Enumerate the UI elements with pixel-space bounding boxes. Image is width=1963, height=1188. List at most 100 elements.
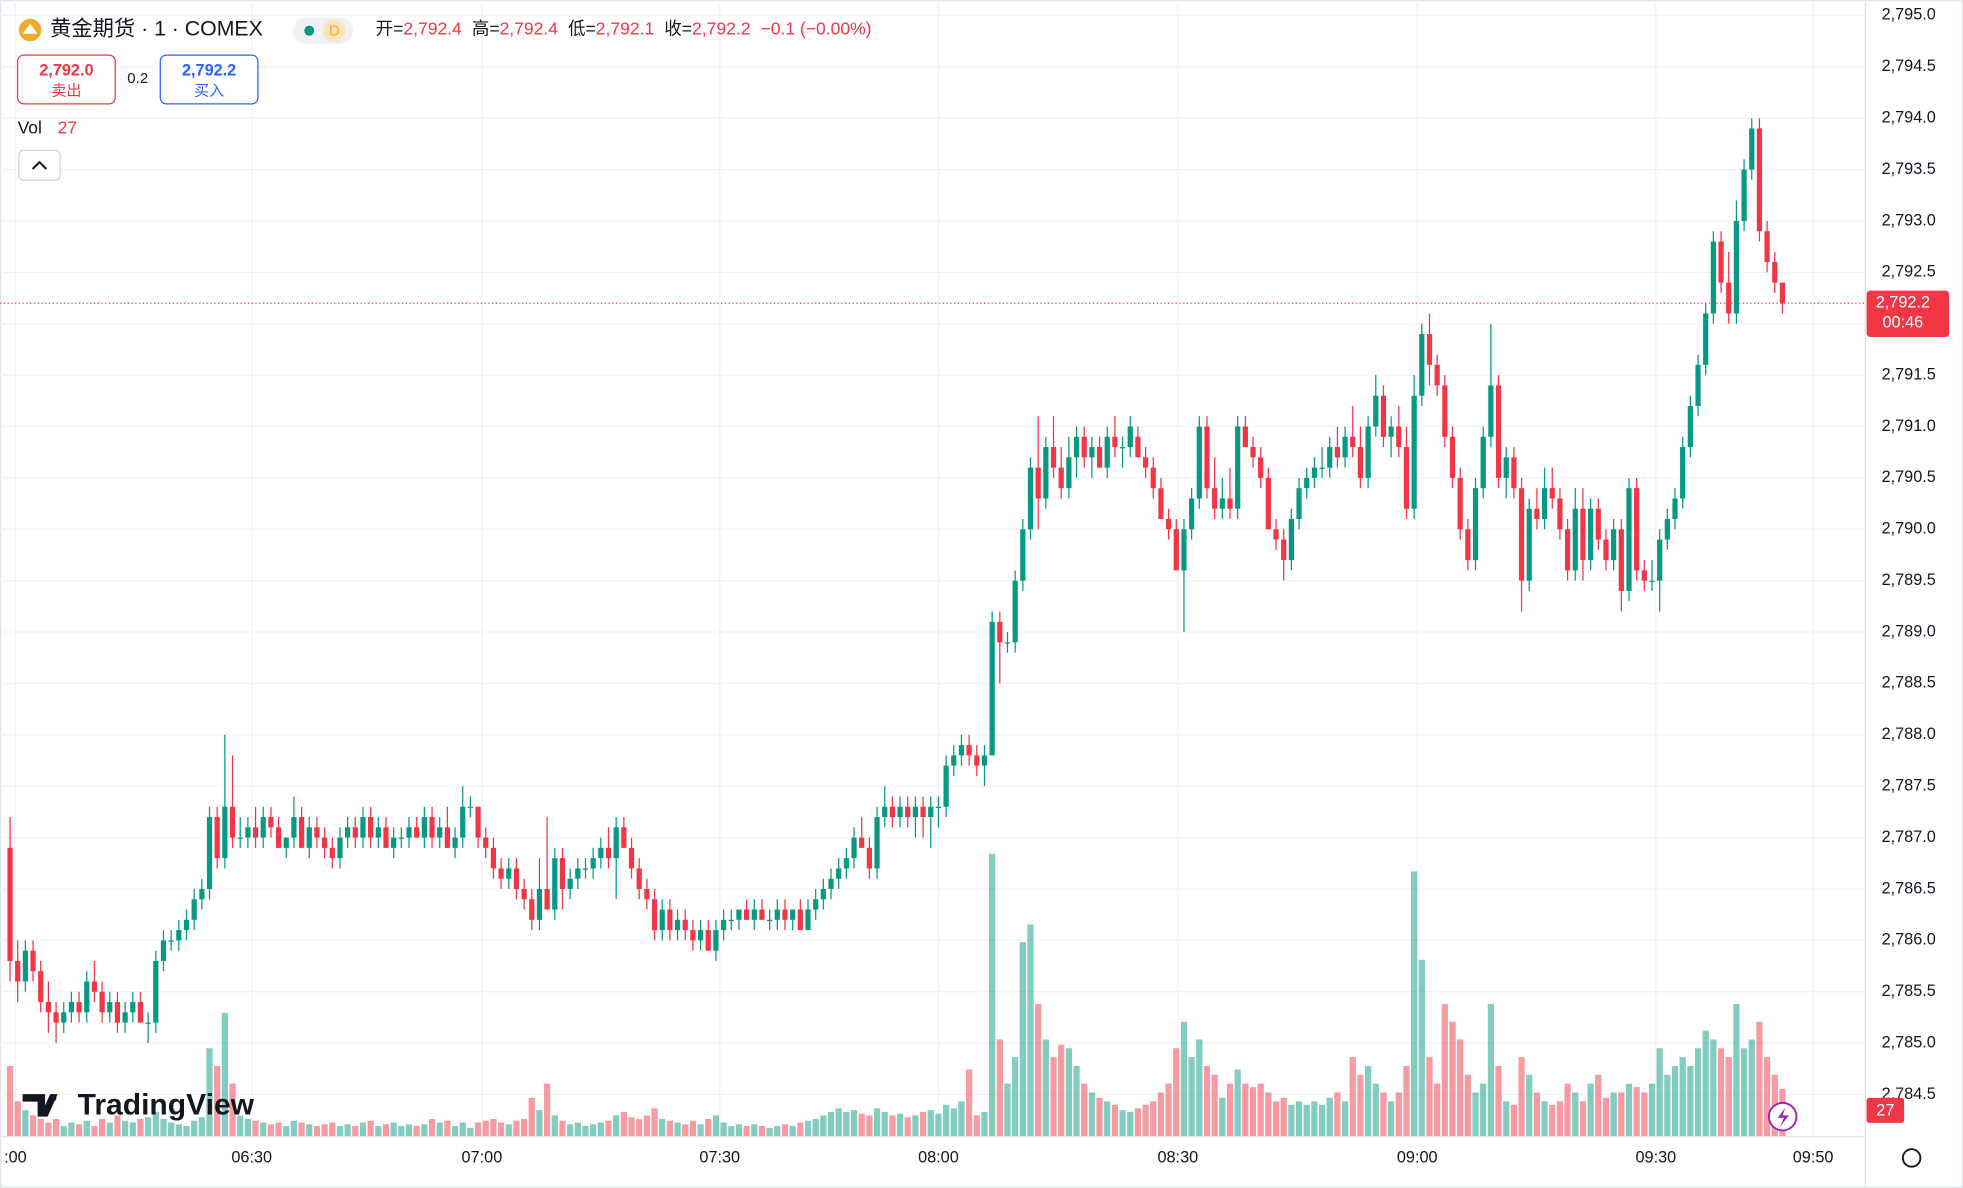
candle-body — [1380, 395, 1387, 437]
volume-bar — [973, 1115, 980, 1137]
candle-body — [1388, 426, 1394, 437]
candle-body — [1626, 488, 1632, 591]
volume-bar — [866, 1115, 873, 1137]
candle-body — [1526, 508, 1532, 581]
volume-bar — [1572, 1092, 1579, 1137]
volume-bar — [405, 1124, 413, 1137]
volume-bar — [835, 1108, 842, 1137]
candle-body — [774, 909, 780, 920]
volume-bar — [781, 1124, 789, 1137]
candle-body — [99, 991, 105, 1013]
candle-body — [1741, 169, 1747, 221]
volume-bar — [83, 1120, 90, 1137]
volume-bar — [1357, 1074, 1364, 1137]
candle-body — [1480, 436, 1486, 489]
candle-body — [61, 1012, 67, 1023]
candle-body — [107, 1002, 113, 1013]
candle-body — [882, 806, 888, 818]
volume-bar — [912, 1115, 919, 1137]
candle-body — [1119, 447, 1126, 449]
candle-body — [935, 806, 942, 809]
candle-body — [751, 909, 757, 920]
candle-body — [7, 847, 13, 961]
candle-body — [68, 1002, 75, 1013]
volume-bar — [68, 1122, 75, 1137]
volume-bar — [359, 1122, 367, 1137]
volume-bar — [244, 1118, 251, 1137]
candle-body — [1419, 334, 1425, 396]
volume-bar — [229, 1083, 236, 1137]
volume-bar — [820, 1115, 827, 1137]
candle-body — [30, 950, 36, 972]
volume-bar — [950, 1108, 957, 1137]
candle-body — [368, 817, 374, 838]
volume-bar — [735, 1124, 743, 1137]
buy-button[interactable] — [159, 54, 259, 105]
volume-pane — [6, 853, 1786, 1137]
candle-body — [1058, 467, 1064, 489]
volume-bar — [45, 1122, 52, 1137]
symbol-title[interactable]: 黄金期货 · 1 · COMEX — [50, 17, 263, 41]
x-tick-label: 09:50 — [1793, 1148, 1834, 1166]
candle-body — [1611, 529, 1617, 561]
volume-bar — [1526, 1074, 1533, 1137]
candle-body — [974, 755, 980, 766]
volume-bar — [1641, 1092, 1648, 1137]
candle-body — [521, 888, 527, 900]
candle-body — [91, 981, 98, 992]
volume-bar — [1272, 1101, 1280, 1137]
candle-body — [483, 837, 489, 848]
sell-button[interactable] — [16, 54, 116, 105]
volume-bar — [812, 1118, 819, 1137]
volume-bar — [1165, 1083, 1172, 1137]
volume-bar — [712, 1115, 720, 1137]
volume-bar — [1618, 1092, 1625, 1137]
candle-body — [621, 827, 627, 848]
volume-bar — [367, 1120, 374, 1137]
volume-bar — [1763, 1057, 1771, 1137]
candle-body — [1081, 436, 1087, 458]
volume-bar — [252, 1120, 259, 1137]
volume-bar — [198, 1117, 205, 1137]
settings-button[interactable] — [1901, 1148, 1922, 1168]
x-tick-label: :00 — [4, 1148, 27, 1166]
volume-bar — [152, 1111, 159, 1137]
candle-body — [820, 888, 826, 900]
candle-body — [429, 817, 435, 838]
candle-body — [1020, 529, 1026, 581]
candle-body — [590, 858, 596, 869]
volume-bar — [1004, 1083, 1011, 1137]
y-tick-label: 2,787.5 — [1882, 777, 1936, 795]
candle-body — [337, 837, 343, 859]
candle-body — [1710, 241, 1716, 314]
logo: TradingView — [22, 1089, 255, 1122]
candle-body — [1687, 405, 1693, 448]
ohlc-label: 收= — [664, 19, 692, 39]
volume-bar — [1127, 1111, 1134, 1137]
candle-body — [1158, 488, 1164, 520]
candle-body — [1603, 539, 1609, 561]
candle-body — [1449, 436, 1456, 478]
buy-label: 买入 — [194, 82, 224, 99]
volume-bar — [935, 1113, 942, 1137]
collapse-button[interactable] — [18, 149, 61, 181]
volume-bar — [620, 1111, 627, 1137]
volume-bar — [1541, 1101, 1548, 1137]
candle-body — [966, 745, 972, 756]
candle-body — [1373, 395, 1379, 427]
volume-bar — [774, 1126, 781, 1137]
candle-body — [1534, 508, 1540, 520]
volume-bar — [1380, 1092, 1387, 1137]
volume-bar — [313, 1126, 321, 1137]
candle-body — [851, 837, 857, 859]
candle-body — [1235, 426, 1241, 509]
candle-body — [866, 847, 872, 869]
candle-body — [1503, 457, 1509, 478]
candle-body — [1288, 519, 1294, 561]
candle-body — [889, 806, 896, 818]
volume-bar — [574, 1122, 581, 1137]
volume-bar — [206, 1048, 213, 1137]
volume-bar — [1027, 924, 1034, 1137]
volume-bar — [321, 1124, 328, 1137]
volume-bar — [1510, 1104, 1517, 1137]
